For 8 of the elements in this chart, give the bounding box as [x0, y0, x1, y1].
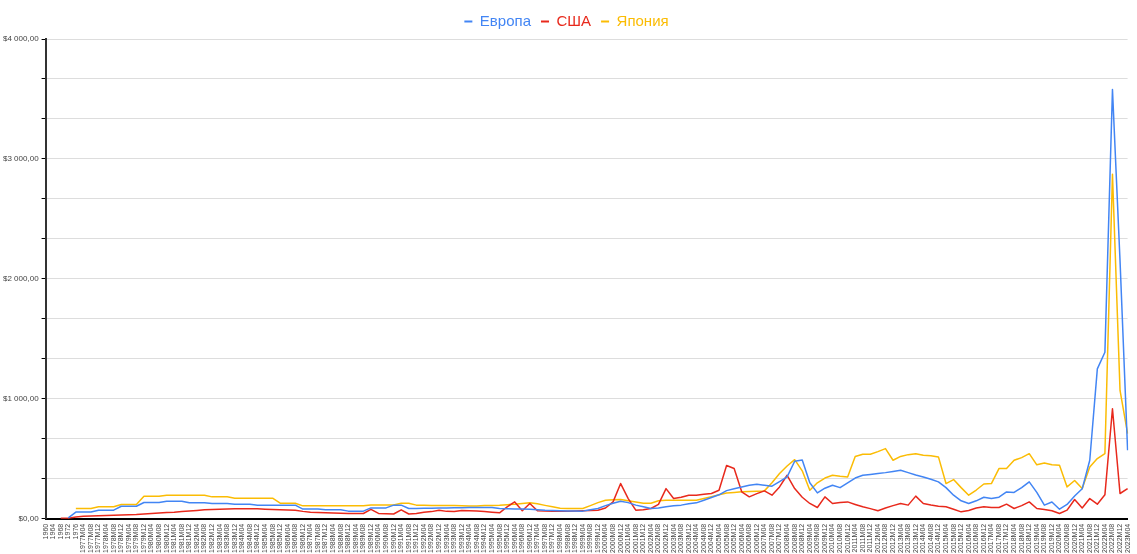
- legend-label: Япония: [616, 11, 669, 29]
- legend-label: США: [556, 11, 592, 29]
- y-tick-label: $1 000,00: [3, 394, 40, 404]
- y-tick-label: $0,00: [18, 514, 40, 524]
- legend-label: Европа: [479, 11, 532, 29]
- y-tick-label: $3 000,00: [3, 154, 40, 164]
- y-tick-label: $2 000,00: [3, 274, 40, 284]
- y-tick-label: $4 000,00: [3, 34, 40, 44]
